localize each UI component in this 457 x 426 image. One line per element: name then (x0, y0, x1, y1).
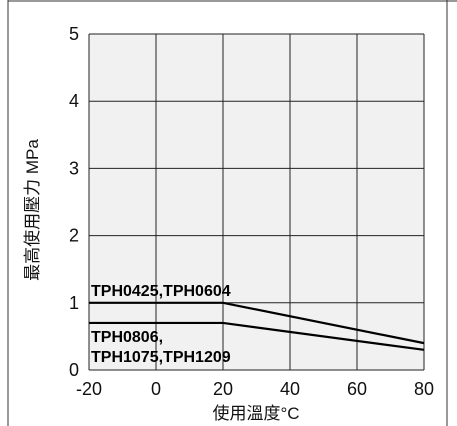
y-tick-label: 5 (69, 24, 79, 44)
x-tick-label: 60 (347, 379, 367, 399)
series-group (89, 301, 425, 351)
x-tick-label: -20 (76, 379, 102, 399)
series-label-2-line-1: TPH0806, (91, 329, 163, 346)
x-tick-labels: -20 0 20 40 60 80 (76, 379, 434, 399)
y-tick-label: 4 (69, 91, 79, 111)
x-tick-label: 80 (414, 379, 434, 399)
y-tick-label: 0 (69, 360, 79, 380)
x-tick-label: 20 (213, 379, 233, 399)
x-axis-label: 使用溫度°C (212, 403, 299, 423)
x-tick-label: 0 (151, 379, 161, 399)
y-axis-label: 最高使用壓力 MPa (22, 139, 42, 281)
y-tick-label: 3 (69, 158, 79, 178)
plot-area (89, 34, 424, 370)
series-line-1 (89, 301, 425, 345)
series-label-1: TPH0425,TPH0604 (91, 283, 231, 300)
annotations: TPH0425,TPH0604 TPH0806, TPH1075,TPH1209 (91, 283, 231, 366)
x-tick-label: 40 (280, 379, 300, 399)
y-tick-label: 1 (69, 293, 79, 313)
y-tick-labels: 0 1 2 3 4 5 (69, 24, 79, 380)
series-label-2-line-2: TPH1075,TPH1209 (91, 349, 231, 366)
y-tick-label: 2 (69, 226, 79, 246)
series-line-2 (89, 321, 425, 351)
